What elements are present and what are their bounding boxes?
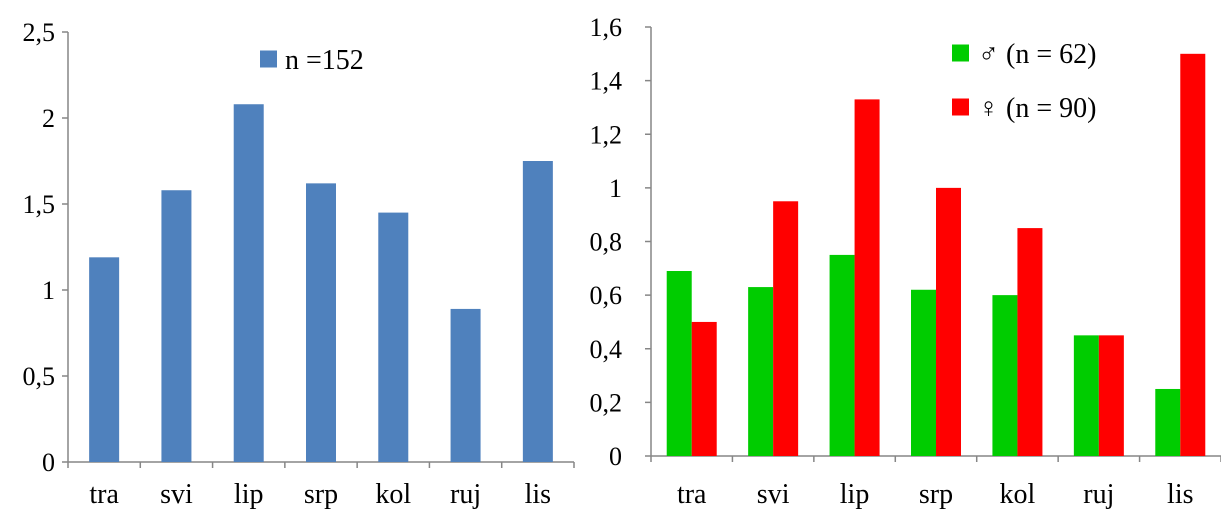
y-tick-label: 1,4 [590,67,623,96]
bar-series-1-svi [748,287,774,456]
bar-series-1-tra [89,257,120,462]
y-tick-label: 0 [42,448,55,477]
bar-series-2-srp [936,187,961,456]
bar-series-1-srp [911,289,936,456]
bar-series-1-kol [378,212,409,462]
x-tick-label: kol [375,479,411,510]
x-tick-label: ruj [450,479,481,510]
bar-series-1-tra [666,270,692,456]
chart-monthly-total: 0 0,5 1 1,5 2 2,5 tra svi lip srp kol ruj lis n =152 [23,18,575,510]
y-tick-label: 1,2 [590,120,623,149]
bar-series-1-ruj [1073,335,1099,456]
x-tick-label: tra [89,479,119,510]
bar-series-2-lis [1180,53,1206,456]
x-tick-label: lip [840,479,870,510]
legend-swatch [952,98,969,116]
y-tick-label: 1 [609,174,622,203]
bar-series-2-ruj [1098,335,1124,456]
legend-swatch [952,44,969,62]
bar-series-1-lis [522,161,553,462]
x-tick-label: svi [757,479,790,510]
y-tick-label: 0,6 [590,281,623,310]
y-tick-label: 0,8 [590,228,623,257]
bar-series-2-lip [854,99,880,457]
y-tick-label: 1 [42,276,55,305]
y-tick-label: 0,4 [590,335,623,364]
bar-series-2-kol [1017,228,1043,456]
y-tick-label: 1,5 [23,190,56,219]
y-tick-label: 2 [42,104,55,133]
legend-label: ♀ (n = 90) [978,93,1096,124]
bar-series-1-srp [306,183,336,463]
legend-label: ♂ (n = 62) [978,39,1096,70]
bar-series-2-svi [773,201,799,456]
y-tick-label: 0,5 [23,362,56,391]
x-tick-label: lip [234,479,264,510]
x-tick-label: lis [1167,479,1193,510]
y-tick-label: 2,5 [23,18,56,47]
bar-series-1-svi [161,190,192,463]
bar-series-1-ruj [450,308,481,462]
x-tick-label: lis [525,479,551,510]
y-tick-label: 0,2 [590,388,623,417]
x-tick-label: svi [160,479,193,510]
y-tick-label: 1,6 [590,13,623,42]
bar-series-1-lis [1155,388,1181,456]
bar-series-1-kol [992,295,1018,456]
legend-swatch [260,50,277,68]
x-tick-label: srp [304,479,338,510]
x-tick-label: tra [677,479,707,510]
x-tick-label: kol [1000,479,1036,510]
x-tick-label: ruj [1083,479,1114,510]
y-tick-label: 0 [609,442,622,471]
bar-series-1-lip [829,254,855,456]
bar-series-1-lip [233,104,264,463]
legend-label: n =152 [285,45,364,76]
bar-series-2-tra [691,321,717,456]
x-tick-label: srp [919,479,953,510]
chart-monthly-by-sex: 0 0,2 0,4 0,6 0,8 1 1,2 1,4 1,6 tra svi lip srp kol ru… [590,13,1221,510]
